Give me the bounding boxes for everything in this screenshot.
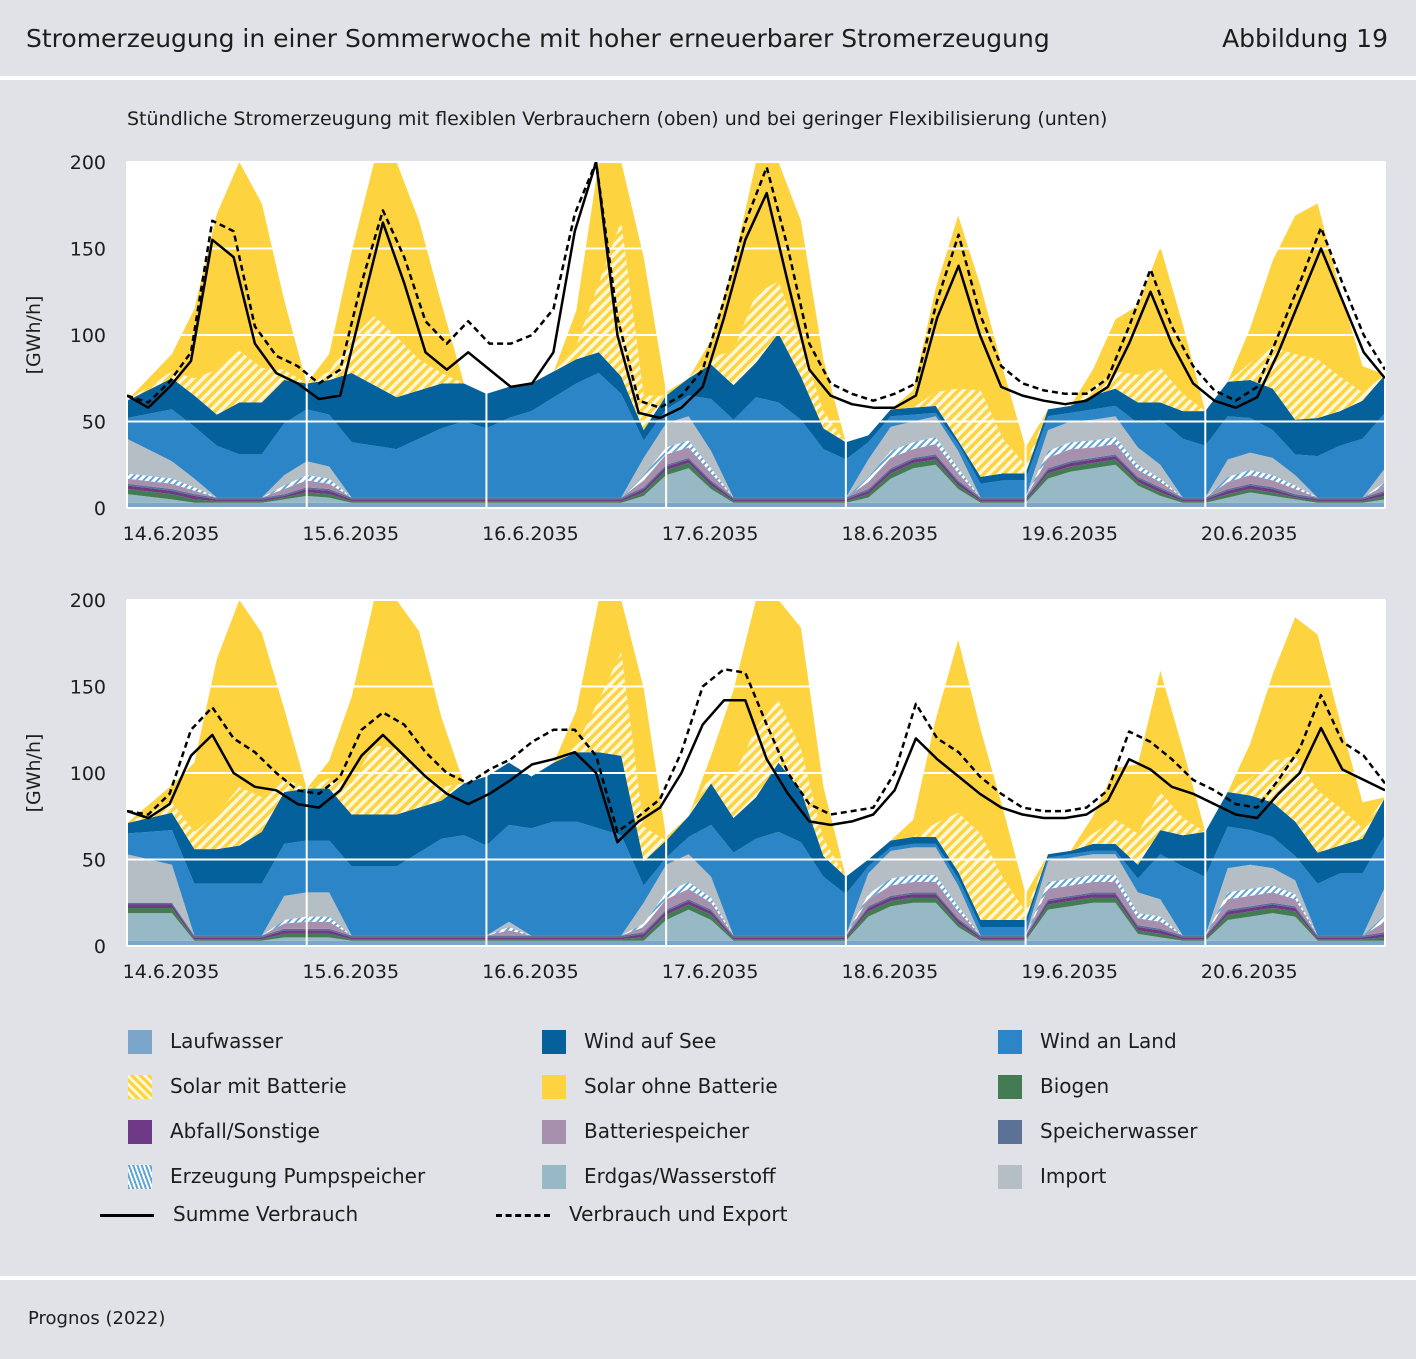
x-tick-label: 16.6.2035 bbox=[482, 523, 579, 545]
area-wind-an-land bbox=[127, 821, 1385, 936]
legend-label: Summe Verbrauch bbox=[173, 1202, 359, 1226]
source-note: Prognos (2022) bbox=[28, 1308, 166, 1329]
legend-swatch-icon bbox=[542, 1030, 566, 1054]
y-tick-label: 0 bbox=[94, 498, 106, 520]
legend-label: Abfall/Sonstige bbox=[170, 1119, 320, 1143]
area-batteriespeicher bbox=[127, 881, 1385, 936]
x-tick-label: 18.6.2035 bbox=[842, 523, 939, 545]
legend-label: Solar ohne Batterie bbox=[584, 1074, 778, 1098]
y-tick-label: 150 bbox=[70, 239, 106, 261]
figure-title: Stromerzeugung in einer Sommerwoche mit … bbox=[26, 24, 1050, 53]
y-tick-label: 50 bbox=[82, 850, 106, 872]
legend-swatch-icon bbox=[128, 1030, 152, 1054]
area-solar-mit-batterie bbox=[127, 651, 1385, 921]
y-tick-label: 200 bbox=[70, 590, 106, 612]
area-wind-auf-see bbox=[127, 333, 1385, 484]
y-tick-label: 200 bbox=[70, 152, 106, 174]
area-import bbox=[127, 847, 1385, 936]
legend-label: Erzeugung Pumpspeicher bbox=[170, 1164, 426, 1188]
area-solar-mit-batterie bbox=[127, 220, 1385, 477]
area-laufwasser bbox=[127, 502, 1385, 508]
legend-swatch-icon bbox=[128, 1165, 152, 1189]
x-tick-label: 19.6.2035 bbox=[1021, 961, 1118, 983]
legend-label: Batteriespeicher bbox=[584, 1119, 750, 1143]
figure-number: Abbildung 19 bbox=[1222, 24, 1388, 53]
chart-subtitle: Stündliche Stromerzeugung mit flexiblen … bbox=[127, 108, 1108, 130]
y-tick-label: 150 bbox=[70, 677, 106, 699]
area-batteriespeicher bbox=[127, 443, 1385, 498]
area-wind-an-land bbox=[127, 373, 1385, 498]
legend-label: Solar mit Batterie bbox=[170, 1074, 347, 1098]
legend-label: Laufwasser bbox=[170, 1029, 283, 1053]
legend-label: Wind auf See bbox=[584, 1029, 717, 1053]
line-summe-verbrauch bbox=[127, 162, 1385, 420]
chart-panel-bottom: 0 50 100 150 200 14.6.2035 15.6.2035 16.6.2035 1… bbox=[23, 590, 1386, 983]
line-verbrauch-und-export bbox=[127, 667, 1385, 834]
area-wind-auf-see bbox=[127, 752, 1385, 927]
area-layer bbox=[127, 162, 1385, 508]
line-layer bbox=[127, 667, 1385, 844]
x-tick-label: 20.6.2035 bbox=[1201, 523, 1298, 545]
legend-swatch-icon bbox=[998, 1165, 1022, 1189]
line-layer bbox=[127, 162, 1385, 420]
legend-swatch-icon bbox=[128, 1075, 152, 1099]
area-laufwasser bbox=[127, 940, 1385, 946]
legend-label: Speicherwasser bbox=[1040, 1119, 1198, 1143]
legend-label: Import bbox=[1040, 1164, 1107, 1188]
chart-canvas: 0 50 100 150 200 14.6.2035 15.6.2035 16.6.2035 1… bbox=[23, 152, 1386, 983]
legend-label: Verbrauch und Export bbox=[569, 1202, 788, 1226]
x-tick-label: 17.6.2035 bbox=[662, 961, 759, 983]
line-verbrauch-und-export bbox=[127, 162, 1385, 409]
x-tick-label: 18.6.2035 bbox=[842, 961, 939, 983]
legend-line-icon bbox=[496, 1214, 550, 1217]
y-tick-label: 100 bbox=[70, 325, 106, 347]
top-divider bbox=[0, 76, 1416, 80]
y-tick-label: 0 bbox=[94, 936, 106, 958]
x-tick-label: 19.6.2035 bbox=[1021, 523, 1118, 545]
area-solar-ohne-batterie bbox=[127, 600, 1385, 912]
area-layer bbox=[127, 600, 1385, 946]
legend-label: Biogen bbox=[1040, 1074, 1110, 1098]
area-import bbox=[127, 416, 1385, 498]
area-biogen bbox=[127, 459, 1385, 503]
chart-panel-top: 0 50 100 150 200 14.6.2035 15.6.2035 16.6.2035 1… bbox=[23, 152, 1386, 545]
grid bbox=[126, 599, 1386, 947]
x-tick-label: 20.6.2035 bbox=[1201, 961, 1298, 983]
x-tick-label: 15.6.2035 bbox=[302, 523, 399, 545]
x-tick-label: 14.6.2035 bbox=[123, 523, 220, 545]
line-summe-verbrauch bbox=[127, 699, 1385, 844]
legend-swatch-icon bbox=[542, 1165, 566, 1189]
legend-swatch-icon bbox=[542, 1075, 566, 1099]
x-tick-label: 16.6.2035 bbox=[482, 961, 579, 983]
area-erdgas-wasserstoff bbox=[127, 902, 1385, 941]
y-axis-label: [GWh/h] bbox=[23, 734, 45, 813]
y-axis-label: [GWh/h] bbox=[23, 296, 45, 375]
legend-label: Wind an Land bbox=[1040, 1029, 1177, 1053]
legend-swatch-icon bbox=[998, 1120, 1022, 1144]
legend-swatch-icon bbox=[998, 1030, 1022, 1054]
x-tick-label: 17.6.2035 bbox=[662, 523, 759, 545]
title-bar: Stromerzeugung in einer Sommerwoche mit … bbox=[0, 0, 1416, 76]
area-erdgas-wasserstoff bbox=[127, 464, 1385, 503]
x-tick-label: 14.6.2035 bbox=[123, 961, 220, 983]
grid bbox=[126, 161, 1386, 509]
y-tick-label: 50 bbox=[82, 412, 106, 434]
legend-swatch-icon bbox=[998, 1075, 1022, 1099]
legend-line-icon bbox=[100, 1214, 154, 1217]
legend-swatch-icon bbox=[128, 1120, 152, 1144]
bottom-divider bbox=[0, 1276, 1416, 1280]
x-tick-label: 15.6.2035 bbox=[302, 961, 399, 983]
legend-label: Erdgas/Wasserstoff bbox=[584, 1164, 776, 1188]
y-tick-label: 100 bbox=[70, 763, 106, 785]
legend-swatch-icon bbox=[542, 1120, 566, 1144]
